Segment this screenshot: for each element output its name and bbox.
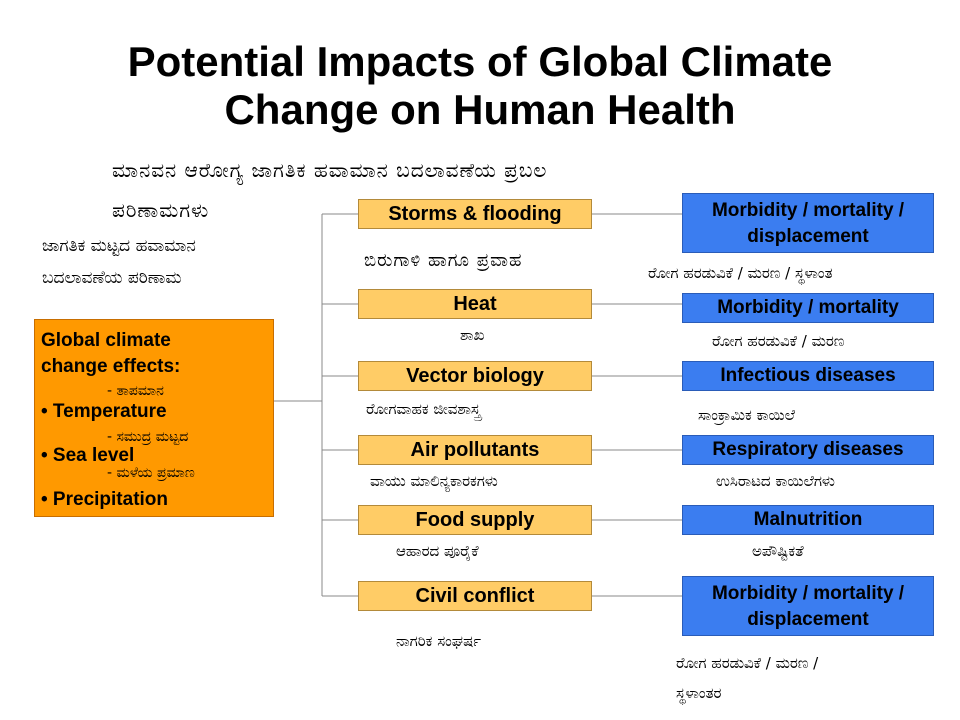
outcome-civil-line-1: Morbidity / mortality /: [711, 583, 905, 604]
outcome-kannada-civil: ರೋಗ ಹರಡುವಿಕೆ / ಮರಣ /: [676, 654, 819, 672]
outcome-storms: Morbidity / mortality / displacement: [682, 193, 934, 253]
outcome-storms-line-1: Morbidity / mortality /: [711, 200, 905, 221]
outcome-food: Malnutrition: [682, 505, 934, 535]
factor-kannada-air: ವಾಯು ಮಾಲಿನ್ಯಕಾರಕಗಳು: [370, 472, 498, 490]
title-line-1: Potential Impacts of Global Climate: [127, 38, 833, 85]
left-caption-line-2: ಬದಲಾವಣೆಯ ಪರಿಣಾಮ: [42, 268, 182, 288]
outcome-kannada-air: ಉಸಿರಾಟದ ಕಾಯಿಲೆಗಳು: [716, 472, 835, 490]
factor-food-supply: Food supply: [358, 505, 592, 535]
effect-kannada-temperature: - ತಾಪಮಾನ: [107, 383, 164, 399]
effect-precipitation: • Precipitation: [41, 489, 169, 510]
outcome-kannada-storms: ರೋಗ ಹರಡುವಿಕೆ / ಮರಣ / ಸ್ಥಳಾಂತ: [648, 264, 833, 282]
page-title: Potential Impacts of Global Climate Chan…: [0, 38, 960, 134]
effect-kannada-sea-level: - ಸಮುದ್ರ ಮಟ್ಟದ: [107, 429, 189, 445]
outcome-kannada-heat: ರೋಗ ಹರಡುವಿಕೆ / ಮರಣ: [712, 332, 845, 350]
factor-storms-flooding: Storms & flooding: [358, 199, 592, 229]
left-caption-kannada: ಜಾಗತಿಕ ಮಟ್ಟದ ಹವಾಮಾನ ಬದಲಾವಣೆಯ ಪರಿಣಾಮ: [42, 230, 196, 294]
factor-heat: Heat: [358, 289, 592, 319]
factor-civil-conflict: Civil conflict: [358, 581, 592, 611]
factor-air-pollutants: Air pollutants: [358, 435, 592, 465]
outcome-kannada-food: ಅಪೌಷ್ಟಿಕತೆ: [752, 542, 804, 560]
outcome-kannada-vector: ಸಾಂಕ್ರಾಮಿಕ ಕಾಯಿಲೆ: [698, 406, 795, 424]
factor-kannada-heat: ಶಾಖ: [460, 326, 485, 344]
effect-temperature: • Temperature: [41, 401, 167, 422]
outcome-storms-line-2: displacement: [747, 226, 869, 247]
effects-title-line-2: change effects:: [41, 356, 181, 377]
outcome-vector: Infectious diseases: [682, 361, 934, 391]
outcome-air: Respiratory diseases: [682, 435, 934, 465]
outcome-kannada-civil-line-2: ಸ್ಥಳಾಂತರ: [676, 684, 722, 702]
factor-kannada-vector: ರೋಗವಾಹಕ ಜೀವಶಾಸ್ತ್ರ: [366, 400, 481, 418]
subtitle-kannada-line-2: ಪರಿಣಾಮಗಳು: [112, 198, 210, 222]
left-caption-line-1: ಜಾಗತಿಕ ಮಟ್ಟದ ಹವಾಮಾನ: [42, 236, 196, 256]
factor-vector-biology: Vector biology: [358, 361, 592, 391]
effects-box-title: Global climate change effects:: [41, 328, 180, 380]
outcome-heat: Morbidity / mortality: [682, 293, 934, 323]
outcome-civil: Morbidity / mortality / displacement: [682, 576, 934, 636]
factor-kannada-food: ಆಹಾರದ ಪೂರೈಕೆ: [396, 542, 479, 560]
outcome-civil-line-2: displacement: [747, 609, 869, 630]
effect-kannada-precipitation: - ಮಳೆಯ ಪ್ರಮಾಣ: [107, 465, 195, 481]
factor-kannada-storms: ಬಿರುಗಾಳಿ ಹಾಗೂ ಪ್ರವಾಹ: [364, 250, 523, 271]
subtitle-kannada-line-1: ಮಾನವನ ಆರೋಗ್ಯ ಜಾಗತಿಕ ಹವಾಮಾನ ಬದಲಾವಣೆಯ ಪ್ರಬ…: [112, 158, 548, 182]
title-line-2: Change on Human Health: [224, 86, 736, 133]
effects-title-line-1: Global climate: [41, 330, 171, 351]
effect-sea-level: • Sea level: [41, 445, 135, 466]
factor-kannada-civil: ನಾಗರಿಕ ಸಂಘರ್ಷ: [396, 632, 482, 650]
climate-effects-box: Global climate change effects: - ತಾಪಮಾನ …: [34, 319, 274, 517]
subtitle-kannada: ಮಾನವನ ಆರೋಗ್ಯ ಜಾಗತಿಕ ಹವಾಮಾನ ಬದಲಾವಣೆಯ ಪ್ರಬ…: [112, 150, 547, 230]
